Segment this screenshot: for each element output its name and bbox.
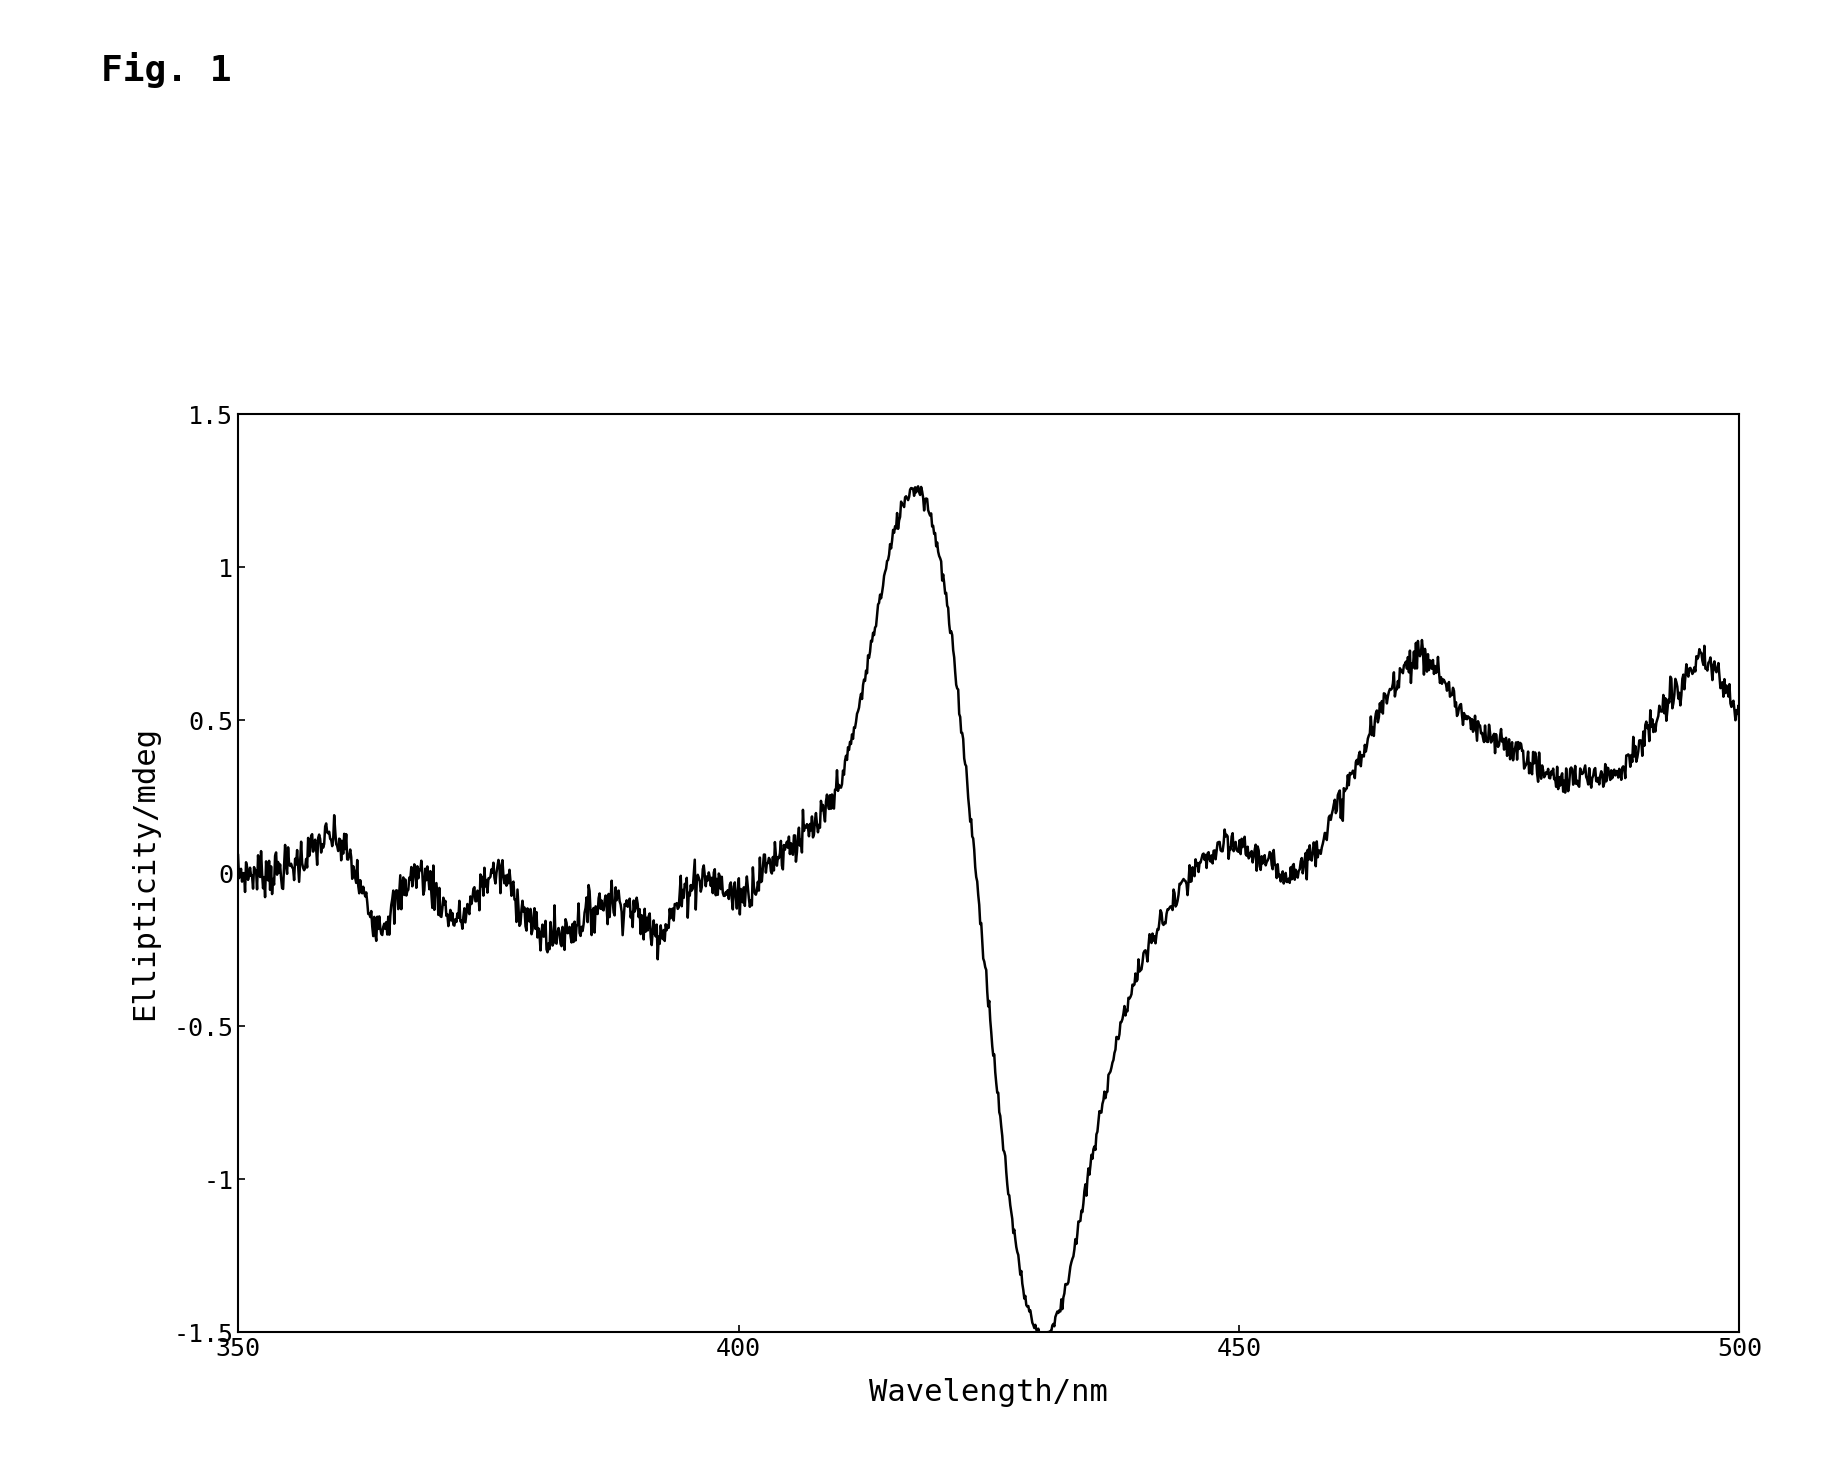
- X-axis label: Wavelength/nm: Wavelength/nm: [869, 1378, 1107, 1406]
- Y-axis label: Ellipticity/mdeg: Ellipticity/mdeg: [130, 727, 159, 1020]
- Text: Fig. 1: Fig. 1: [101, 52, 231, 87]
